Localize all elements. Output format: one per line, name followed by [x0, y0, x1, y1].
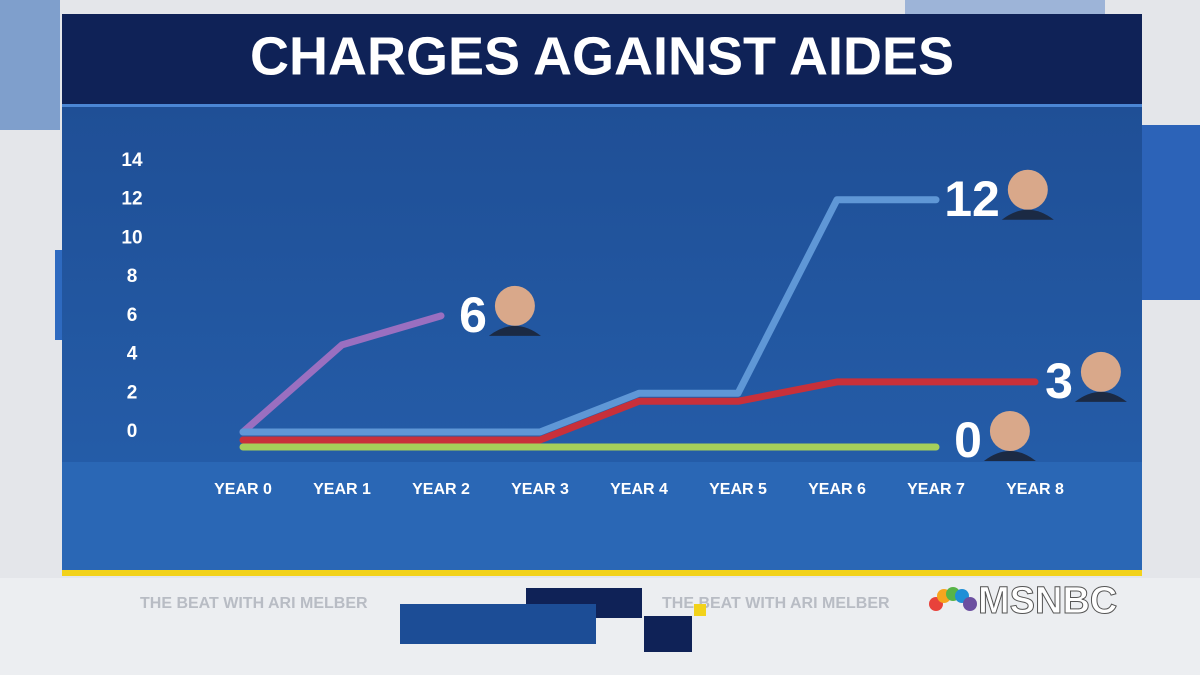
- portrait-suit: [488, 325, 541, 336]
- deco-block: [0, 0, 60, 130]
- x-tick-label: YEAR 5: [709, 481, 767, 498]
- x-tick-label: YEAR 4: [610, 481, 668, 498]
- series-line: [239, 196, 940, 436]
- end-label: 6: [459, 287, 487, 343]
- yellow-rule: [62, 570, 1142, 576]
- y-tick-label: 6: [127, 305, 138, 326]
- panel-edge: [62, 104, 1142, 107]
- deco-block: [644, 616, 692, 652]
- x-tick-label: YEAR 6: [808, 481, 866, 498]
- x-tick-label: YEAR 3: [511, 481, 569, 498]
- series-line: [239, 378, 1039, 444]
- portrait-suit: [983, 451, 1036, 461]
- x-tick-label: YEAR 0: [214, 481, 272, 498]
- y-tick-label: 0: [127, 421, 138, 442]
- x-tick-label: YEAR 1: [313, 481, 371, 498]
- portrait: [989, 411, 1030, 451]
- deco-block: [905, 0, 1105, 14]
- x-tick-label: YEAR 7: [907, 481, 965, 498]
- series-line: [239, 312, 445, 436]
- portrait: [1080, 351, 1121, 392]
- deco-block: [694, 604, 706, 616]
- y-tick-label: 4: [127, 344, 138, 365]
- ticker-text: THE BEAT WITH ARI MELBER: [662, 595, 890, 612]
- x-tick-label: YEAR 2: [412, 481, 470, 498]
- y-tick-label: 2: [127, 382, 138, 403]
- portrait: [494, 285, 535, 326]
- deco-block: [400, 604, 596, 644]
- end-label: 12: [944, 171, 1000, 227]
- panel-floor: [62, 462, 1142, 570]
- y-tick-label: 10: [121, 227, 142, 248]
- y-tick-label: 12: [121, 189, 142, 210]
- x-tick-label: YEAR 8: [1006, 481, 1064, 498]
- y-tick-label: 8: [127, 266, 138, 287]
- portrait-suit: [1001, 209, 1054, 220]
- end-label: 0: [954, 412, 982, 468]
- portrait-suit: [1074, 391, 1127, 402]
- portrait: [1007, 169, 1048, 210]
- y-tick-label: 14: [121, 150, 143, 171]
- chart-title: CHARGES AGAINST AIDES: [250, 26, 954, 86]
- title-bar: [62, 14, 1142, 106]
- ticker-text: THE BEAT WITH ARI MELBER: [140, 595, 368, 612]
- end-label: 3: [1045, 353, 1073, 409]
- logo-peacock: [929, 587, 977, 611]
- deco-block: [1140, 125, 1200, 300]
- logo-text: MSNBC: [978, 580, 1117, 622]
